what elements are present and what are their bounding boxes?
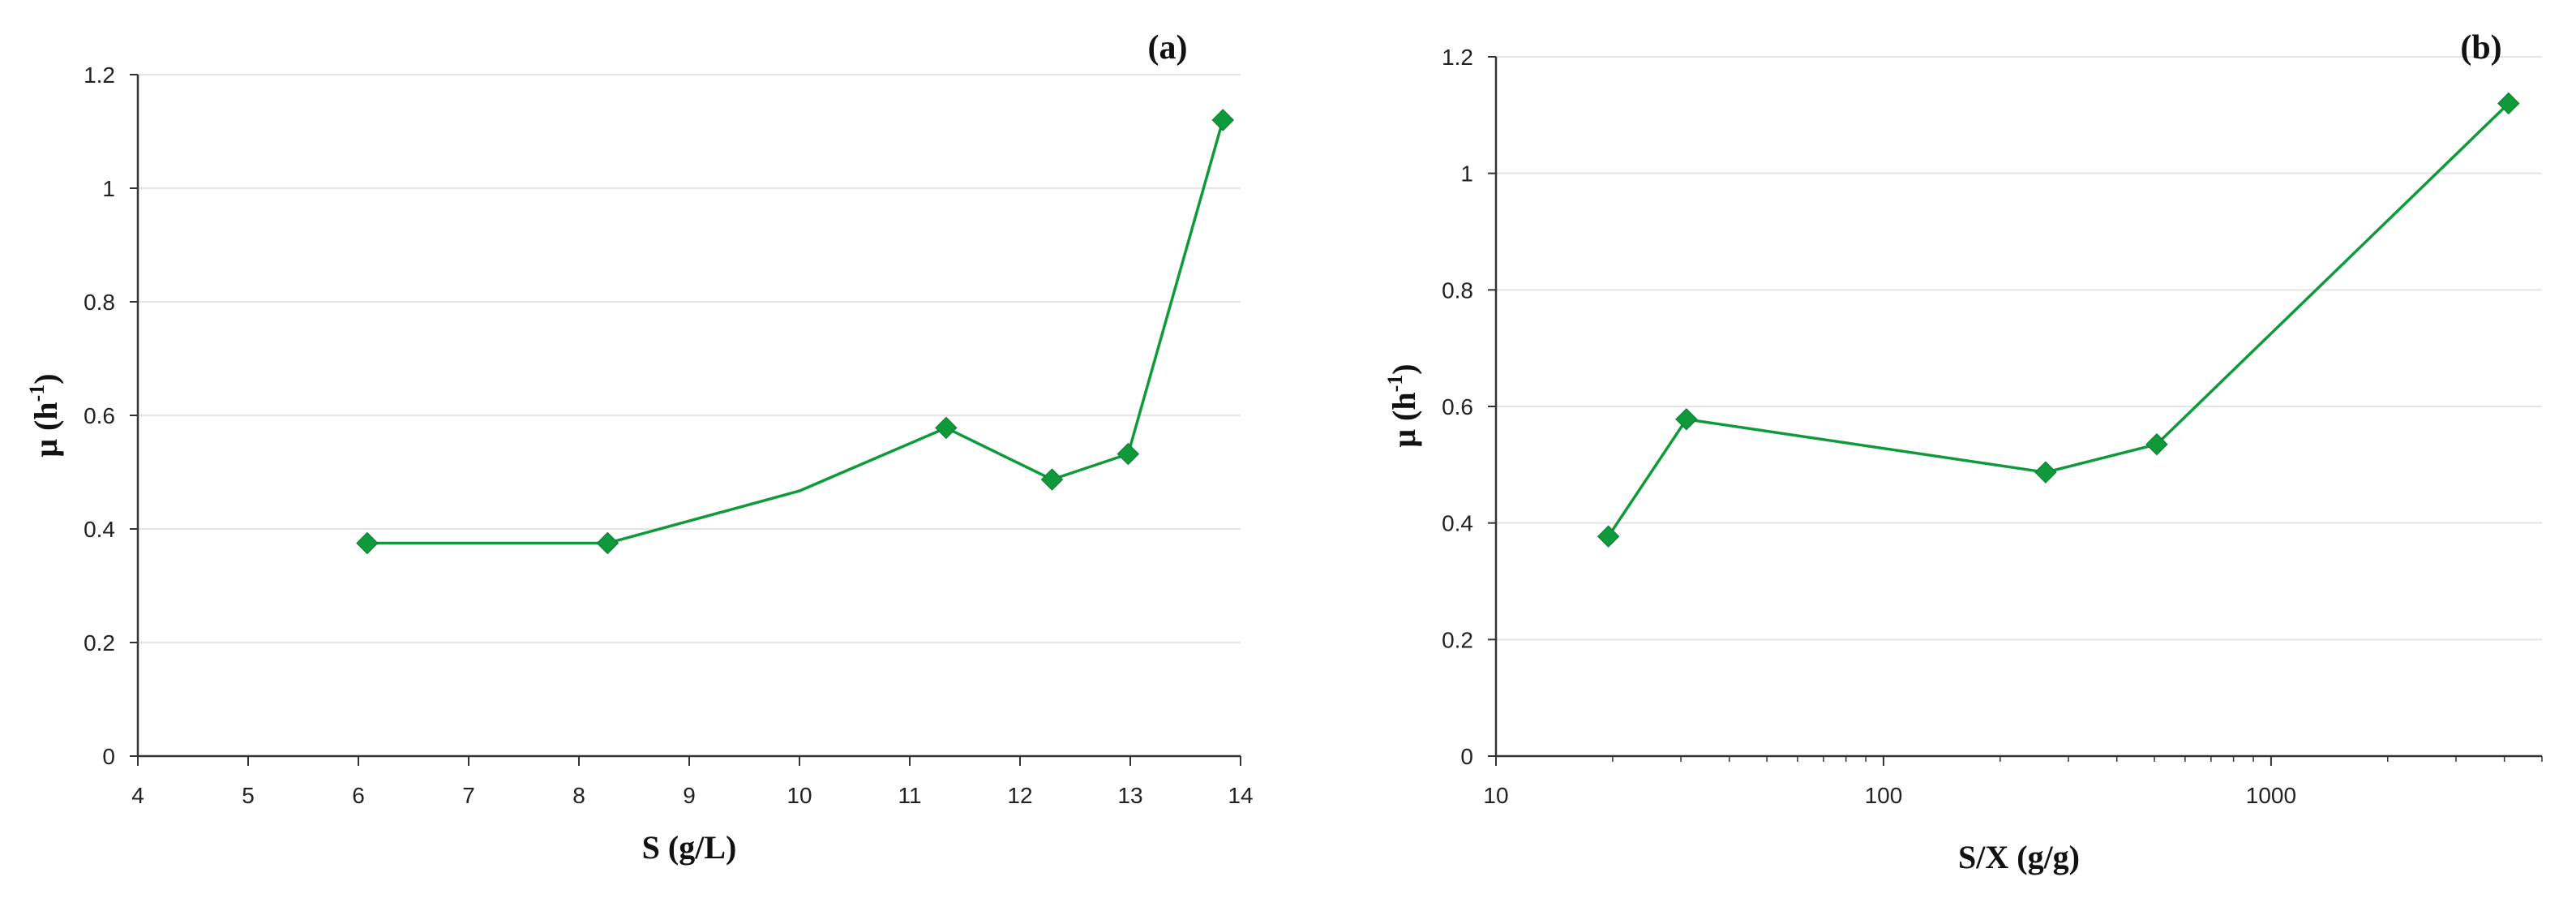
series-line-a-0 — [366, 119, 1224, 545]
x-tick-label-a-8: 12 — [1007, 783, 1032, 808]
y-axis-title-b: μ (h-1) — [1383, 363, 1422, 447]
y-tick-label-a-1: 0.2 — [84, 630, 115, 656]
data-point-b-4 — [2497, 92, 2520, 115]
y-axis-title-end-a: ) — [28, 373, 64, 384]
y-tick-label-b-1: 0.2 — [1442, 627, 1473, 652]
chart-panel-b: 0 0.2 0.4 0.6 0.8 1 1.2 10 100 1000 S/X (g/g) μ (h-… — [1383, 29, 2543, 875]
panel-label-b: (b) — [2460, 29, 2501, 67]
y-axis-title-a: μ (h-1) — [25, 373, 64, 457]
x-tick-label-b-1: 100 — [1865, 783, 1903, 808]
y-tick-label-b-5: 1 — [1460, 161, 1473, 187]
y-tick-label-a-0: 0 — [102, 744, 115, 769]
x-tick-label-a-3: 7 — [462, 783, 475, 808]
x-tick-label-a-9: 13 — [1117, 783, 1142, 808]
data-point-a-5 — [1117, 442, 1139, 466]
data-point-b-3 — [2145, 432, 2168, 456]
y-tick-label-a-4: 0.8 — [84, 290, 115, 315]
y-tick-label-a-3: 0.6 — [84, 403, 115, 428]
x-tick-label-a-7: 11 — [898, 783, 921, 808]
y-axis-title-sup-a: -1 — [25, 385, 49, 402]
y-tick-label-a-5: 1 — [102, 176, 115, 201]
data-point-a-6 — [1211, 109, 1234, 131]
x-tick-label-a-4: 8 — [572, 783, 585, 808]
x-tick-label-a-6: 10 — [787, 783, 812, 808]
x-axis-title-b: S/X (g/g) — [1958, 839, 2080, 875]
data-point-a-4 — [1040, 468, 1064, 491]
y-axis-title-end-b: ) — [1386, 363, 1422, 374]
data-point-a-3 — [935, 416, 958, 440]
x-tick-label-a-2: 6 — [352, 783, 365, 808]
x-tick-label-a-1: 5 — [242, 783, 255, 808]
chart-panel-a: 0 0.2 0.4 0.6 0.8 1 1.2 4 5 6 7 8 9 10 11 12 13 14 S (g/L)… — [25, 29, 1254, 866]
x-tick-label-a-10: 14 — [1228, 783, 1253, 808]
y-tick-label-b-3: 0.6 — [1442, 394, 1473, 419]
panel-label-a: (a) — [1148, 29, 1188, 67]
data-point-a-0 — [356, 531, 379, 555]
y-tick-label-b-4: 0.8 — [1442, 277, 1473, 303]
x-tick-label-a-0: 4 — [131, 783, 144, 808]
x-tick-label-a-5: 9 — [683, 783, 696, 808]
x-tick-label-b-0: 10 — [1483, 783, 1508, 808]
x-axis-title-a: S (g/L) — [642, 829, 737, 866]
data-point-b-2 — [2034, 461, 2057, 484]
y-tick-label-a-2: 0.4 — [84, 517, 115, 542]
y-axis-title-sup-b: -1 — [1383, 375, 1407, 393]
x-tick-label-b-2: 1000 — [2246, 783, 2296, 808]
data-point-a-1 — [596, 531, 619, 555]
series-line-b-0 — [1607, 102, 2510, 538]
y-tick-label-a-6: 1.2 — [84, 62, 115, 88]
y-tick-label-b-0: 0 — [1460, 744, 1473, 769]
y-tick-label-b-6: 1.2 — [1442, 45, 1473, 70]
y-axis-title-base-b: μ (h — [1386, 392, 1422, 447]
y-tick-label-b-2: 0.4 — [1442, 511, 1473, 536]
y-axis-title-base-a: μ (h — [28, 402, 64, 457]
data-point-b-1 — [1675, 408, 1698, 431]
data-point-b-0 — [1597, 525, 1620, 548]
